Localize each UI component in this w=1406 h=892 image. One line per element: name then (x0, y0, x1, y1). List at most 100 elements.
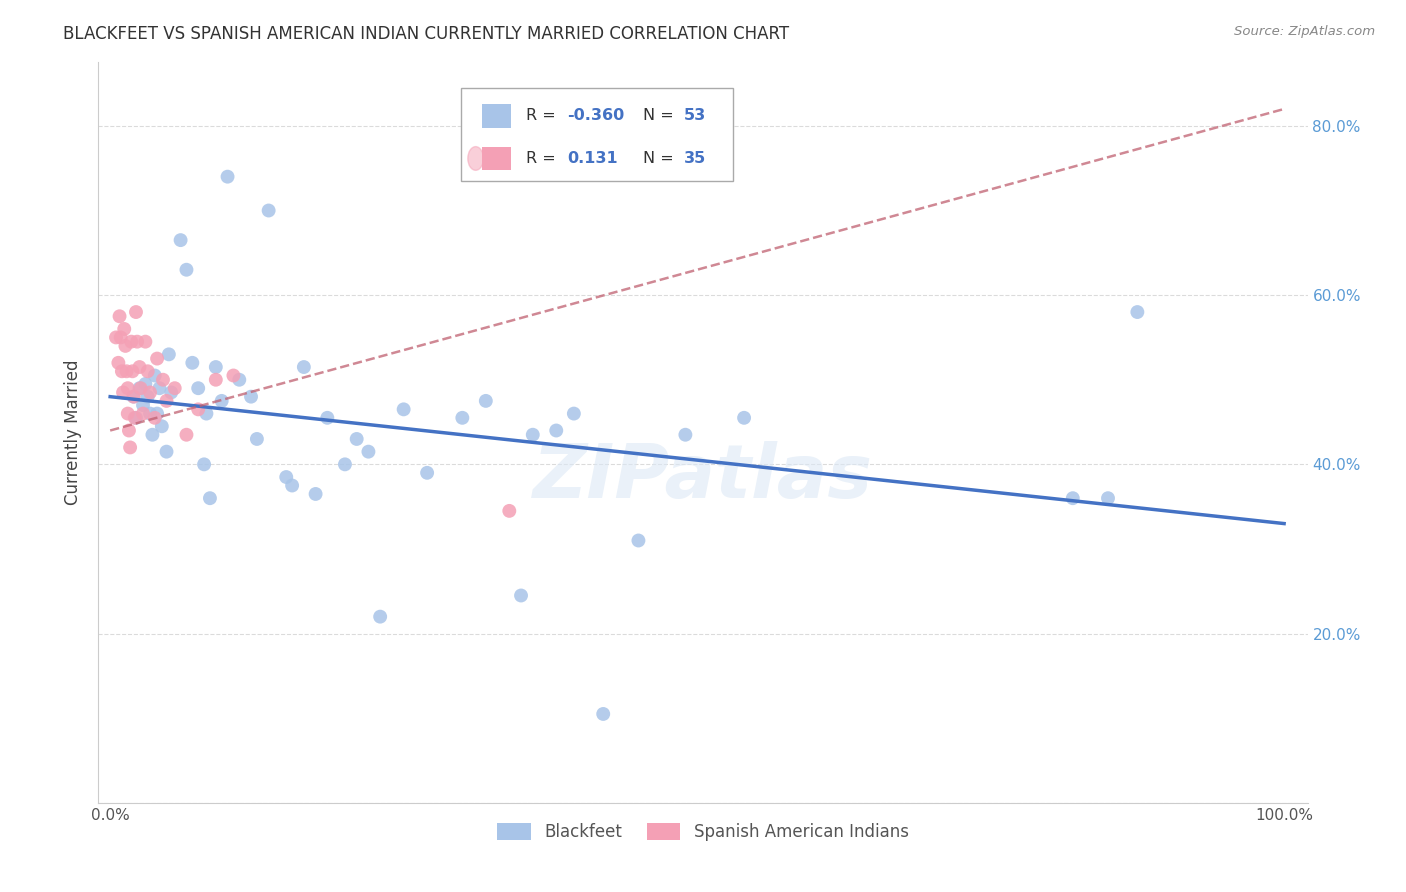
Point (124, 410, 146, 425)
Point (222, 368, 245, 383)
Point (108, 310, 131, 324)
Point (120, 334, 142, 349)
Point (114, 339, 136, 353)
Text: N =: N = (643, 151, 679, 166)
Point (592, 706, 614, 721)
Point (193, 458, 215, 472)
Point (181, 356, 204, 370)
Point (1062, 491, 1084, 506)
Text: N =: N = (643, 109, 679, 123)
Point (475, 393, 498, 408)
FancyBboxPatch shape (461, 88, 734, 181)
Point (107, 356, 129, 370)
Point (357, 444, 380, 458)
Point (416, 466, 439, 480)
Point (129, 381, 152, 395)
Point (146, 407, 169, 421)
Point (368, 609, 391, 624)
Point (316, 410, 339, 425)
Text: 0.131: 0.131 (568, 151, 619, 166)
Point (112, 322, 135, 336)
Point (132, 398, 155, 412)
Point (120, 441, 142, 455)
Point (522, 427, 544, 442)
Text: ZIPatlas: ZIPatlas (533, 441, 873, 514)
Point (217, 169, 239, 184)
Point (1097, 491, 1119, 506)
Point (132, 407, 155, 421)
Point (304, 487, 326, 501)
Text: 35: 35 (683, 151, 706, 166)
Text: 53: 53 (683, 109, 706, 123)
Point (1126, 305, 1149, 319)
Point (117, 381, 139, 395)
Text: -0.360: -0.360 (568, 109, 624, 123)
Text: R =: R = (526, 109, 561, 123)
Point (546, 424, 568, 438)
Point (143, 368, 166, 383)
Point (246, 432, 269, 446)
Point (134, 376, 156, 391)
Y-axis label: Currently Married: Currently Married (65, 359, 83, 506)
Point (136, 390, 159, 404)
Point (392, 402, 415, 417)
Point (115, 364, 138, 378)
Bar (482, 104, 510, 128)
Point (627, 533, 650, 548)
Point (333, 458, 356, 472)
Point (128, 381, 150, 395)
Point (198, 491, 221, 506)
Legend: Blackfeet, Spanish American Indians: Blackfeet, Spanish American Indians (491, 816, 915, 847)
Ellipse shape (468, 146, 484, 170)
Point (127, 334, 149, 349)
Point (150, 419, 173, 434)
Point (121, 364, 143, 378)
Point (346, 432, 368, 446)
Point (111, 364, 134, 378)
Text: BLACKFEET VS SPANISH AMERICAN INDIAN CURRENTLY MARRIED CORRELATION CHART: BLACKFEET VS SPANISH AMERICAN INDIAN CUR… (63, 25, 789, 43)
Point (228, 373, 250, 387)
Point (240, 390, 263, 404)
Point (152, 373, 174, 387)
Point (160, 385, 183, 400)
Point (122, 390, 145, 404)
Point (112, 385, 135, 400)
Point (211, 393, 233, 408)
Point (510, 589, 533, 603)
Point (204, 359, 226, 374)
Point (122, 390, 145, 404)
Point (187, 381, 209, 395)
Point (176, 262, 198, 277)
Point (128, 359, 150, 374)
Point (187, 402, 209, 417)
Point (155, 393, 177, 408)
Point (257, 203, 280, 218)
Point (118, 424, 141, 438)
Text: R =: R = (526, 151, 567, 166)
Point (451, 410, 474, 425)
Point (673, 427, 696, 442)
Point (143, 410, 166, 425)
Point (157, 347, 180, 361)
Point (141, 427, 163, 442)
Point (125, 410, 148, 425)
Point (146, 351, 169, 366)
Point (733, 410, 755, 425)
Bar (482, 146, 510, 170)
Point (498, 504, 520, 518)
Point (169, 233, 191, 247)
Point (195, 407, 218, 421)
Point (136, 364, 159, 378)
Point (139, 385, 162, 400)
Text: Source: ZipAtlas.com: Source: ZipAtlas.com (1234, 25, 1375, 38)
Point (176, 427, 198, 442)
Point (155, 444, 177, 458)
Point (110, 330, 132, 344)
Point (105, 330, 128, 344)
Point (562, 407, 585, 421)
Point (276, 470, 298, 484)
Point (292, 359, 315, 374)
Point (163, 381, 186, 395)
Point (148, 381, 170, 395)
Point (125, 305, 148, 319)
